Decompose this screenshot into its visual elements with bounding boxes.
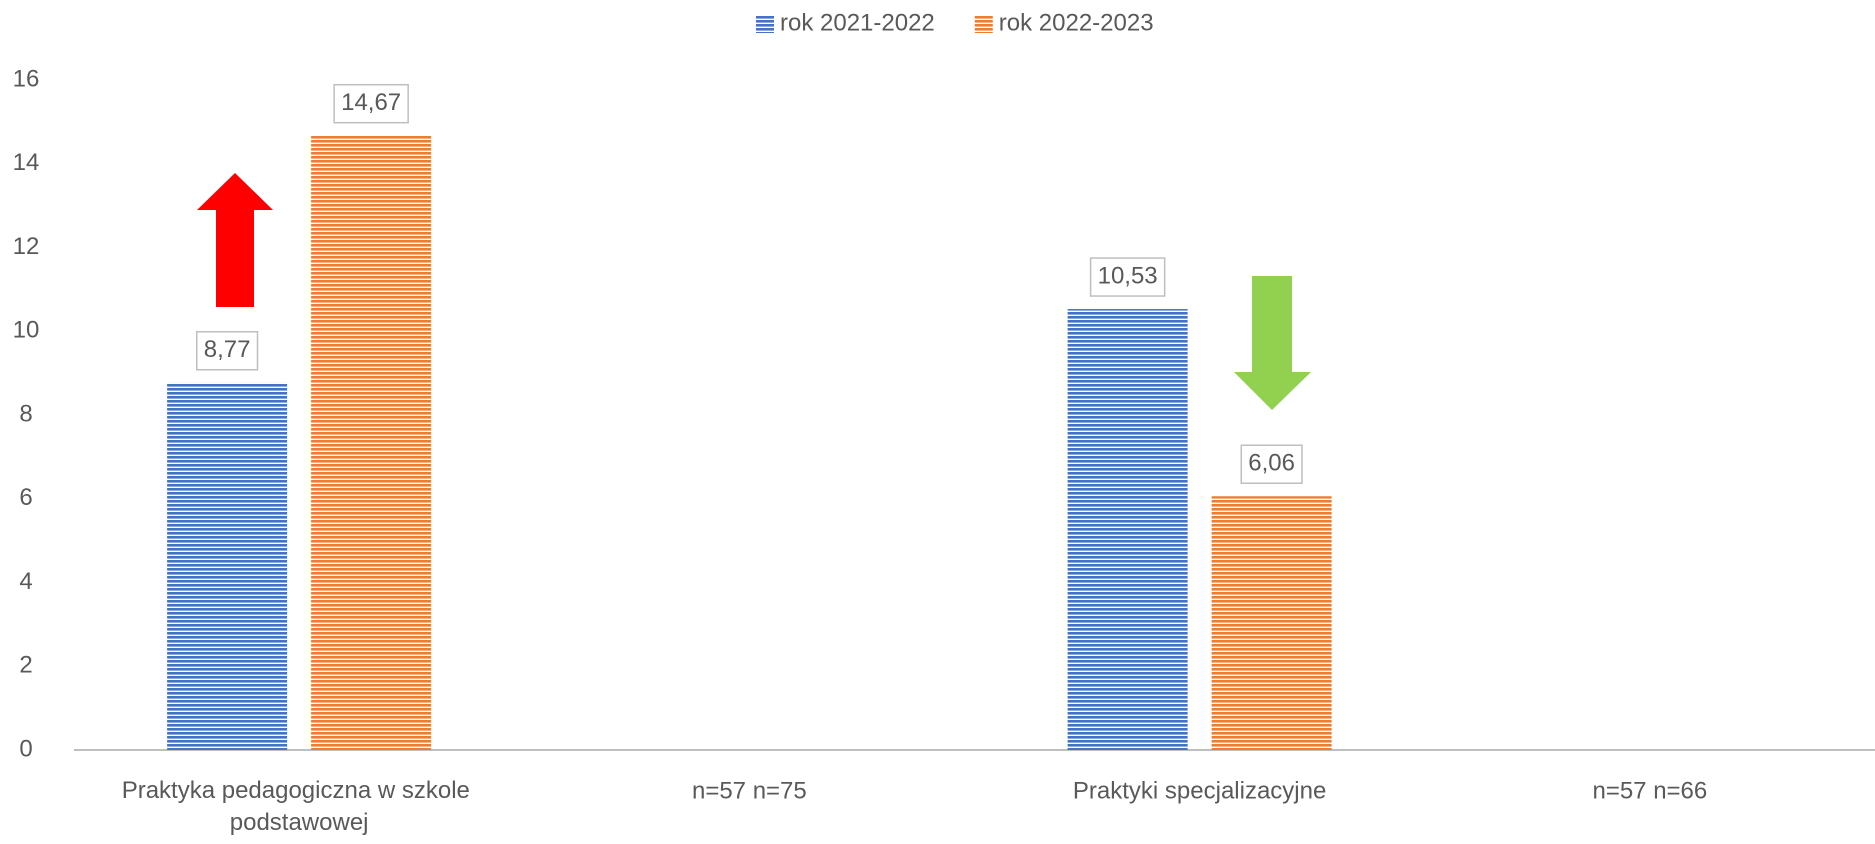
- bar: [1211, 496, 1332, 750]
- bar: [311, 135, 432, 751]
- legend-label: rok 2022-2023: [999, 9, 1154, 36]
- bar: [1067, 309, 1188, 750]
- y-tick-label: 14: [13, 149, 40, 176]
- legend-swatch: [974, 15, 993, 33]
- x-tick-label: n=57 n=66: [1592, 777, 1707, 804]
- value-label-box: [333, 83, 409, 124]
- y-tick-label: 4: [19, 568, 32, 595]
- y-tick-label: 0: [19, 735, 32, 762]
- x-tick-label: Praktyka pedagogiczna w szkole podstawow…: [122, 777, 477, 836]
- value-label-box: [1089, 257, 1166, 297]
- y-tick-label: 2: [19, 652, 32, 679]
- x-tick-label: Praktyki specjalizacyjne: [1073, 777, 1326, 804]
- legend-label: rok 2021-2022: [780, 9, 935, 36]
- y-tick-label: 6: [19, 484, 32, 511]
- value-label: 8,77: [204, 336, 251, 363]
- y-tick-label: 8: [19, 400, 32, 427]
- value-label: 6,06: [1248, 450, 1295, 477]
- legend-swatch: [756, 15, 774, 33]
- y-tick-label: 16: [13, 65, 40, 92]
- up-arrow: [197, 173, 273, 307]
- value-label: 14,67: [341, 89, 401, 116]
- value-label: 10,53: [1098, 262, 1158, 289]
- y-tick-label: 10: [13, 317, 40, 344]
- x-tick-label: n=57 n=75: [692, 777, 807, 804]
- bar: [167, 382, 288, 750]
- y-tick-label: 12: [13, 233, 40, 260]
- value-label-box: [196, 331, 259, 371]
- down-arrow: [1234, 276, 1311, 410]
- value-label-box: [1240, 444, 1303, 484]
